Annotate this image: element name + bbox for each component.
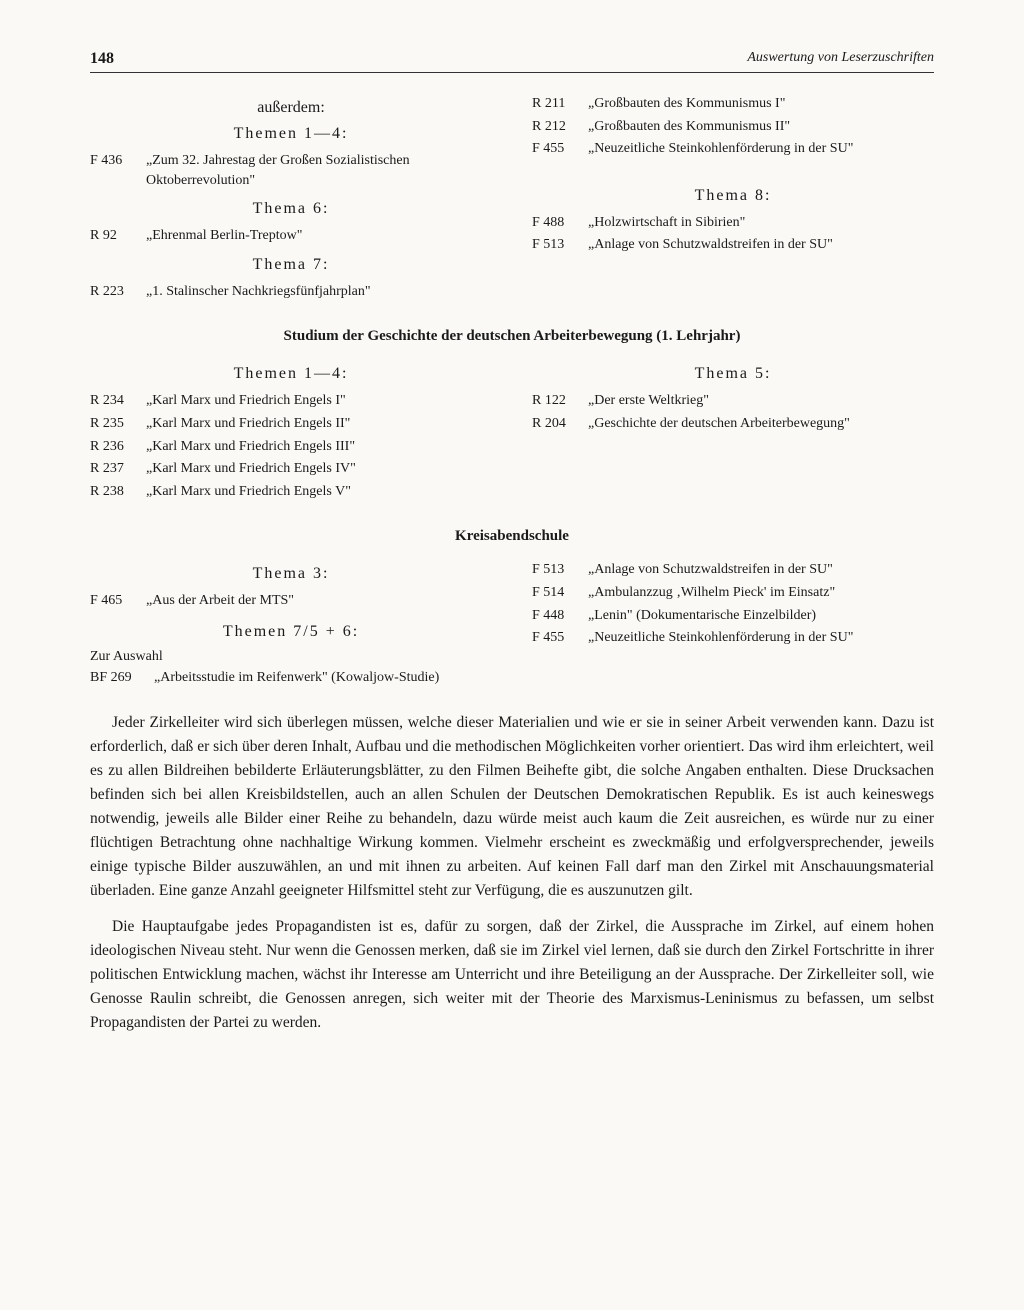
item-text: „Der erste Weltkrieg" xyxy=(588,391,934,411)
item-text: „Karl Marx und Friedrich Engels V" xyxy=(146,482,492,502)
subheading-themen-756: Themen 7/5 + 6: xyxy=(90,623,492,641)
section-2-left: Themen 1—4: R 234„Karl Marx und Friedric… xyxy=(90,357,492,504)
list-item: F 455 „Neuzeitliche Steinkohlenförderung… xyxy=(532,139,934,159)
section-2-heading: Studium der Geschichte der deutschen Arb… xyxy=(90,328,934,345)
item-text: „Holzwirtschaft in Sibirien" xyxy=(588,213,934,233)
list-item: R 237„Karl Marx und Friedrich Engels IV" xyxy=(90,459,492,479)
item-code: F 488 xyxy=(532,213,588,233)
item-text: „Anlage von Schutzwaldstreifen in der SU… xyxy=(588,560,934,580)
section-3-right: F 513„Anlage von Schutzwaldstreifen in d… xyxy=(532,557,934,690)
page-header: 148 Auswertung von Leserzuschriften xyxy=(90,50,934,73)
section-2: Themen 1—4: R 234„Karl Marx und Friedric… xyxy=(90,357,934,504)
subheading-themen-1-4: Themen 1—4: xyxy=(90,365,492,383)
item-code: F 465 xyxy=(90,591,146,611)
list-item: R 212 „Großbauten des Kommunismus II" xyxy=(532,117,934,137)
page-number: 148 xyxy=(90,50,114,68)
body-text: Jeder Zirkelleiter wird sich überlegen m… xyxy=(90,711,934,1035)
paragraph-2: Die Hauptaufgabe jedes Propagandisten is… xyxy=(90,915,934,1035)
item-text: „Karl Marx und Friedrich Engels II" xyxy=(146,414,492,434)
section-1: außerdem: Themen 1—4: F 436 „Zum 32. Jah… xyxy=(90,91,934,304)
item-code: R 237 xyxy=(90,459,146,479)
item-text: „Lenin" (Dokumentarische Einzelbilder) xyxy=(588,606,934,626)
item-code: BF 269 xyxy=(90,668,154,688)
list-item: F 514„Ambulanzzug ‚Wilhelm Pieck' im Ein… xyxy=(532,583,934,603)
item-code: R 223 xyxy=(90,282,146,302)
item-code: F 514 xyxy=(532,583,588,603)
list-item: BF 269„Arbeitsstudie im Reifenwerk" (Kow… xyxy=(90,668,492,688)
subheading-thema-5: Thema 5: xyxy=(532,365,934,383)
section-3-left: Thema 3: F 465„Aus der Arbeit der MTS" T… xyxy=(90,557,492,690)
section-1-right: R 211 „Großbauten des Kommunismus I" R 2… xyxy=(532,91,934,304)
paragraph-1: Jeder Zirkelleiter wird sich überlegen m… xyxy=(90,711,934,903)
item-text: „Ambulanzzug ‚Wilhelm Pieck' im Einsatz" xyxy=(588,583,934,603)
list-item: R 235„Karl Marx und Friedrich Engels II" xyxy=(90,414,492,434)
item-text: „Anlage von Schutzwaldstreifen in der SU… xyxy=(588,235,934,255)
list-item: F 465„Aus der Arbeit der MTS" xyxy=(90,591,492,611)
list-item: F 513„Anlage von Schutzwaldstreifen in d… xyxy=(532,560,934,580)
list-item: R 92 „Ehrenmal Berlin-Treptow" xyxy=(90,226,492,246)
section-3-heading: Kreisabendschule xyxy=(90,528,934,545)
item-code: R 238 xyxy=(90,482,146,502)
zur-auswahl-label: Zur Auswahl xyxy=(90,649,492,665)
item-text: „Aus der Arbeit der MTS" xyxy=(146,591,492,611)
list-item: R 236„Karl Marx und Friedrich Engels III… xyxy=(90,437,492,457)
item-code: R 212 xyxy=(532,117,588,137)
item-code: R 236 xyxy=(90,437,146,457)
item-code: R 234 xyxy=(90,391,146,411)
list-item: F 513 „Anlage von Schutzwaldstreifen in … xyxy=(532,235,934,255)
list-item: R 204„Geschichte der deutschen Arbeiterb… xyxy=(532,414,934,434)
item-text: „Karl Marx und Friedrich Engels IV" xyxy=(146,459,492,479)
subheading-thema-3: Thema 3: xyxy=(90,565,492,583)
subheading-thema-8: Thema 8: xyxy=(532,187,934,205)
item-code: R 235 xyxy=(90,414,146,434)
section-3: Thema 3: F 465„Aus der Arbeit der MTS" T… xyxy=(90,557,934,690)
item-text: „Karl Marx und Friedrich Engels III" xyxy=(146,437,492,457)
item-text: „Geschichte der deutschen Arbeiterbewegu… xyxy=(588,414,934,434)
document-page: 148 Auswertung von Leserzuschriften auße… xyxy=(0,0,1024,1310)
subheading-themen-1-4: Themen 1—4: xyxy=(90,125,492,143)
list-item: F 448„Lenin" (Dokumentarische Einzelbild… xyxy=(532,606,934,626)
item-text: „Neuzeitliche Steinkohlenförderung in de… xyxy=(588,628,934,648)
item-text: „Ehrenmal Berlin-Treptow" xyxy=(146,226,492,246)
subheading-thema-7: Thema 7: xyxy=(90,256,492,274)
item-code: F 436 xyxy=(90,151,146,171)
list-item: R 234„Karl Marx und Friedrich Engels I" xyxy=(90,391,492,411)
item-code: R 122 xyxy=(532,391,588,411)
item-code: R 211 xyxy=(532,94,588,114)
list-item: R 211 „Großbauten des Kommunismus I" xyxy=(532,94,934,114)
item-text: „Neuzeitliche Steinkohlenförderung in de… xyxy=(588,139,934,159)
header-title: Auswertung von Leserzuschriften xyxy=(747,50,934,68)
item-text: „1. Stalinscher Nachkriegsfünfjahrplan" xyxy=(146,282,492,302)
item-code: R 204 xyxy=(532,414,588,434)
section-2-right: Thema 5: R 122„Der erste Weltkrieg" R 20… xyxy=(532,357,934,504)
item-code: F 448 xyxy=(532,606,588,626)
subheading-ausserdem: außerdem: xyxy=(90,99,492,117)
item-code: F 513 xyxy=(532,235,588,255)
list-item: F 436 „Zum 32. Jahrestag der Großen Sozi… xyxy=(90,151,492,190)
subheading-thema-6: Thema 6: xyxy=(90,200,492,218)
list-item: R 223 „1. Stalinscher Nachkriegsfünfjahr… xyxy=(90,282,492,302)
item-text: „Arbeitsstudie im Reifenwerk" (Kowaljow-… xyxy=(154,668,492,688)
list-item: F 488 „Holzwirtschaft in Sibirien" xyxy=(532,213,934,233)
item-text: „Karl Marx und Friedrich Engels I" xyxy=(146,391,492,411)
item-code: R 92 xyxy=(90,226,146,246)
list-item: F 455„Neuzeitliche Steinkohlenförderung … xyxy=(532,628,934,648)
item-code: F 455 xyxy=(532,628,588,648)
item-code: F 513 xyxy=(532,560,588,580)
list-item: R 238„Karl Marx und Friedrich Engels V" xyxy=(90,482,492,502)
item-text: „Großbauten des Kommunismus I" xyxy=(588,94,934,114)
item-code: F 455 xyxy=(532,139,588,159)
list-item: R 122„Der erste Weltkrieg" xyxy=(532,391,934,411)
section-1-left: außerdem: Themen 1—4: F 436 „Zum 32. Jah… xyxy=(90,91,492,304)
item-text: „Großbauten des Kommunismus II" xyxy=(588,117,934,137)
item-text: „Zum 32. Jahrestag der Großen Sozialisti… xyxy=(146,151,492,190)
